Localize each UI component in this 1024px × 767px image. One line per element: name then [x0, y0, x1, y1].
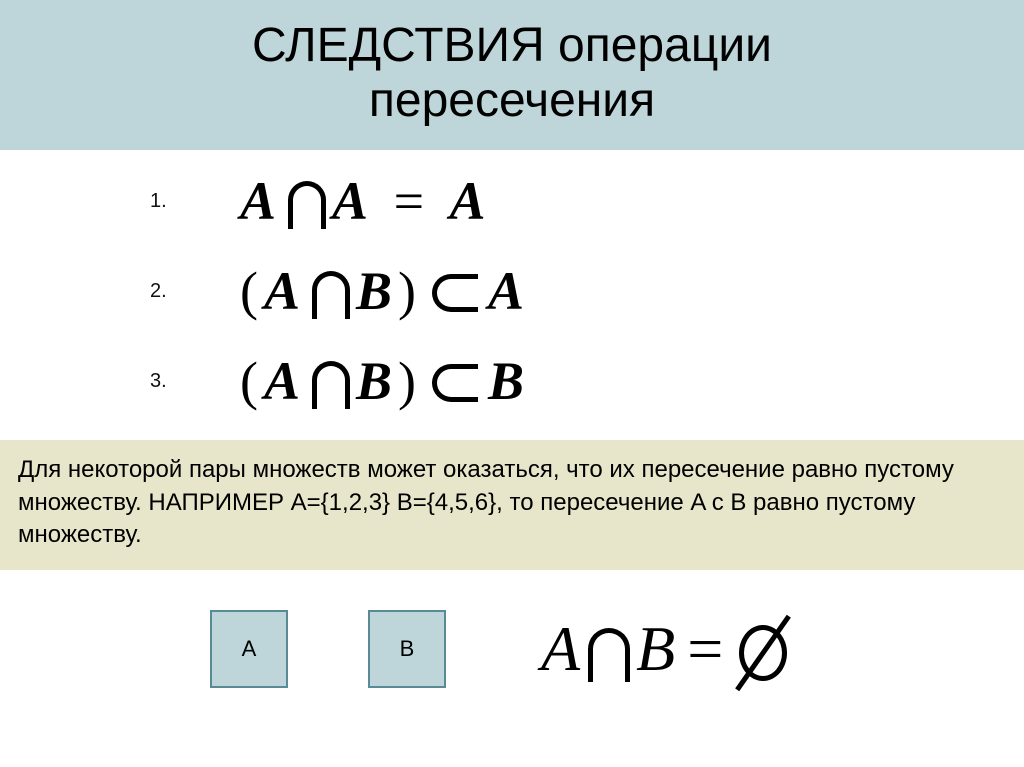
formula-number: 3. — [150, 370, 190, 393]
formulas-list: 1. A A = A 2. ( A B ) A 3. ( A B ) — [150, 170, 1024, 412]
paren-close: ) — [398, 350, 422, 412]
formula-A: A — [264, 260, 306, 322]
formula-B: B — [356, 260, 398, 322]
formula-body: ( A B ) A — [240, 260, 530, 322]
intersection-icon — [312, 271, 350, 319]
set-box-a-label: A — [242, 636, 257, 662]
formula-B: B — [356, 350, 398, 412]
intersection-icon — [588, 628, 630, 682]
equals-icon: = — [687, 612, 725, 686]
formula-rhs: A — [488, 260, 530, 322]
formula-number: 2. — [150, 280, 190, 303]
paren-open: ( — [240, 350, 264, 412]
formula-A: A — [240, 170, 282, 232]
title-line-2: пересечения — [369, 74, 655, 127]
equals-icon: = — [374, 170, 449, 232]
note-text: Для некоторой пары множеств может оказат… — [18, 456, 954, 548]
formula-number: 1. — [150, 190, 190, 213]
title-line-1: СЛЕДСТВИЯ операции — [252, 19, 772, 72]
formula-rhs: B — [488, 350, 530, 412]
formula-body: A A = A — [240, 170, 492, 232]
bf-A: A — [541, 612, 582, 686]
set-box-a: A — [210, 610, 288, 688]
bottom-row: A B A B = — [0, 610, 1024, 688]
subset-icon — [432, 274, 478, 312]
formula-row-2: 2. ( A B ) A — [150, 260, 1024, 322]
formula-rhs: A — [450, 170, 492, 232]
intersection-icon — [312, 361, 350, 409]
subset-icon — [432, 364, 478, 402]
formula-B: A — [332, 170, 374, 232]
paren-close: ) — [398, 260, 422, 322]
formula-A: A — [264, 350, 306, 412]
note-band: Для некоторой пары множеств может оказат… — [0, 440, 1024, 569]
formula-row-1: 1. A A = A — [150, 170, 1024, 232]
bottom-formula: A B = — [541, 612, 791, 686]
set-box-b: B — [368, 610, 446, 688]
formula-body: ( A B ) B — [240, 350, 530, 412]
set-box-b-label: B — [400, 636, 415, 662]
emptyset-icon — [739, 625, 787, 681]
bf-B: B — [636, 612, 677, 686]
paren-open: ( — [240, 260, 264, 322]
formula-row-3: 3. ( A B ) B — [150, 350, 1024, 412]
title-band: СЛЕДСТВИЯ операции пересечения — [0, 0, 1024, 150]
intersection-icon — [288, 181, 326, 229]
